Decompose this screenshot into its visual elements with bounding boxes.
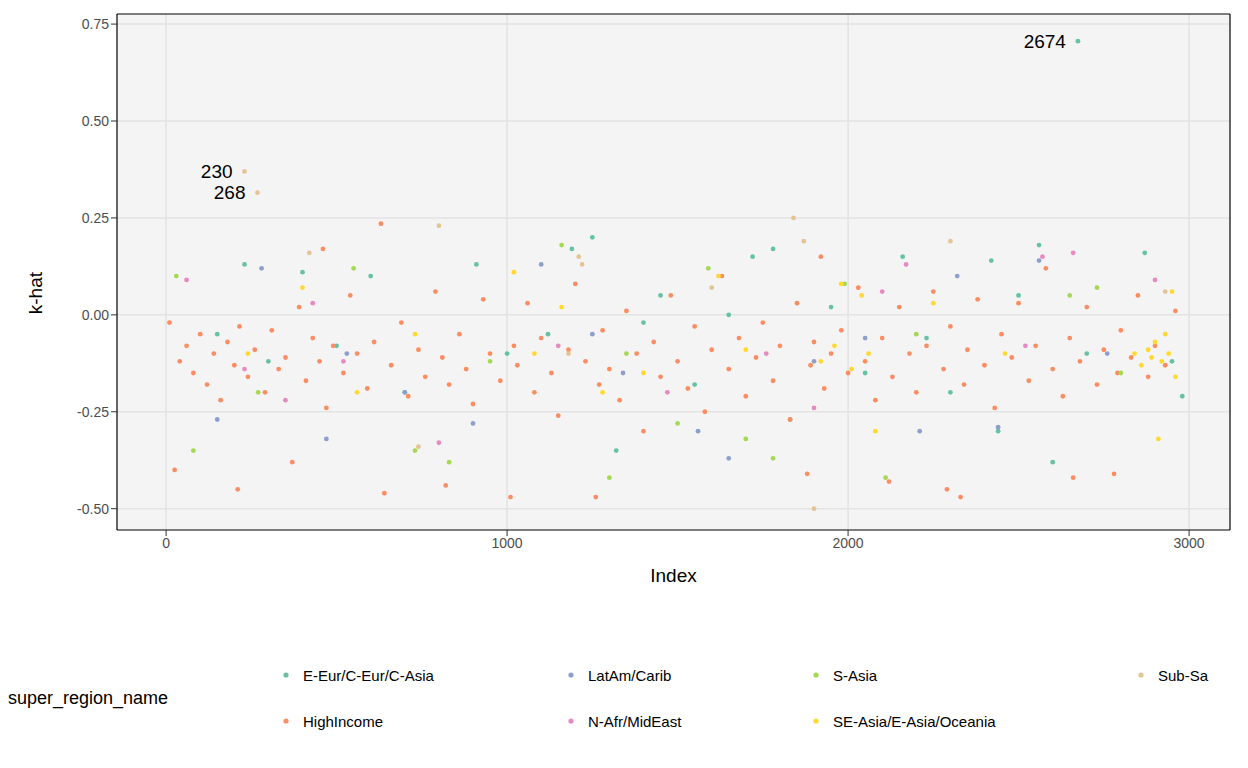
html-text:N-Afr/MidEast: N-Afr/MidEast xyxy=(588,712,682,730)
svg-text:0.50: 0.50 xyxy=(82,113,109,129)
svg-text:2674: 2674 xyxy=(1024,31,1067,52)
html-text:SE-Asia/E-Asia/Oceania: SE-Asia/E-Asia/Oceania xyxy=(833,712,996,730)
svg-text:-0.25: -0.25 xyxy=(77,404,109,420)
html-text:super_region_name: super_region_name xyxy=(8,687,169,708)
html-text:Sub-Sa: Sub-Sa xyxy=(1158,666,1208,684)
svg-text:3000: 3000 xyxy=(1174,535,1205,551)
svg-text:268: 268 xyxy=(214,182,246,203)
html-text:S-Asia: S-Asia xyxy=(833,666,878,684)
svg-text:1000: 1000 xyxy=(492,535,523,551)
html-text:E-Eur/C-Eur/C-Asia: E-Eur/C-Eur/C-Asia xyxy=(303,666,434,684)
svg-text:0.75: 0.75 xyxy=(82,16,109,32)
svg-text:0: 0 xyxy=(162,535,170,551)
svg-text:0.25: 0.25 xyxy=(82,210,109,226)
html-text:HighIncome: HighIncome xyxy=(303,712,383,730)
svg-text:2000: 2000 xyxy=(833,535,864,551)
svg-text:-0.50: -0.50 xyxy=(77,501,109,517)
svg-text:230: 230 xyxy=(201,161,233,182)
svg-text:0.00: 0.00 xyxy=(82,307,109,323)
svg-text:Index: Index xyxy=(650,565,697,586)
svg-text:k-hat: k-hat xyxy=(25,271,46,314)
html-text:LatAm/Carib: LatAm/Carib xyxy=(588,666,672,684)
